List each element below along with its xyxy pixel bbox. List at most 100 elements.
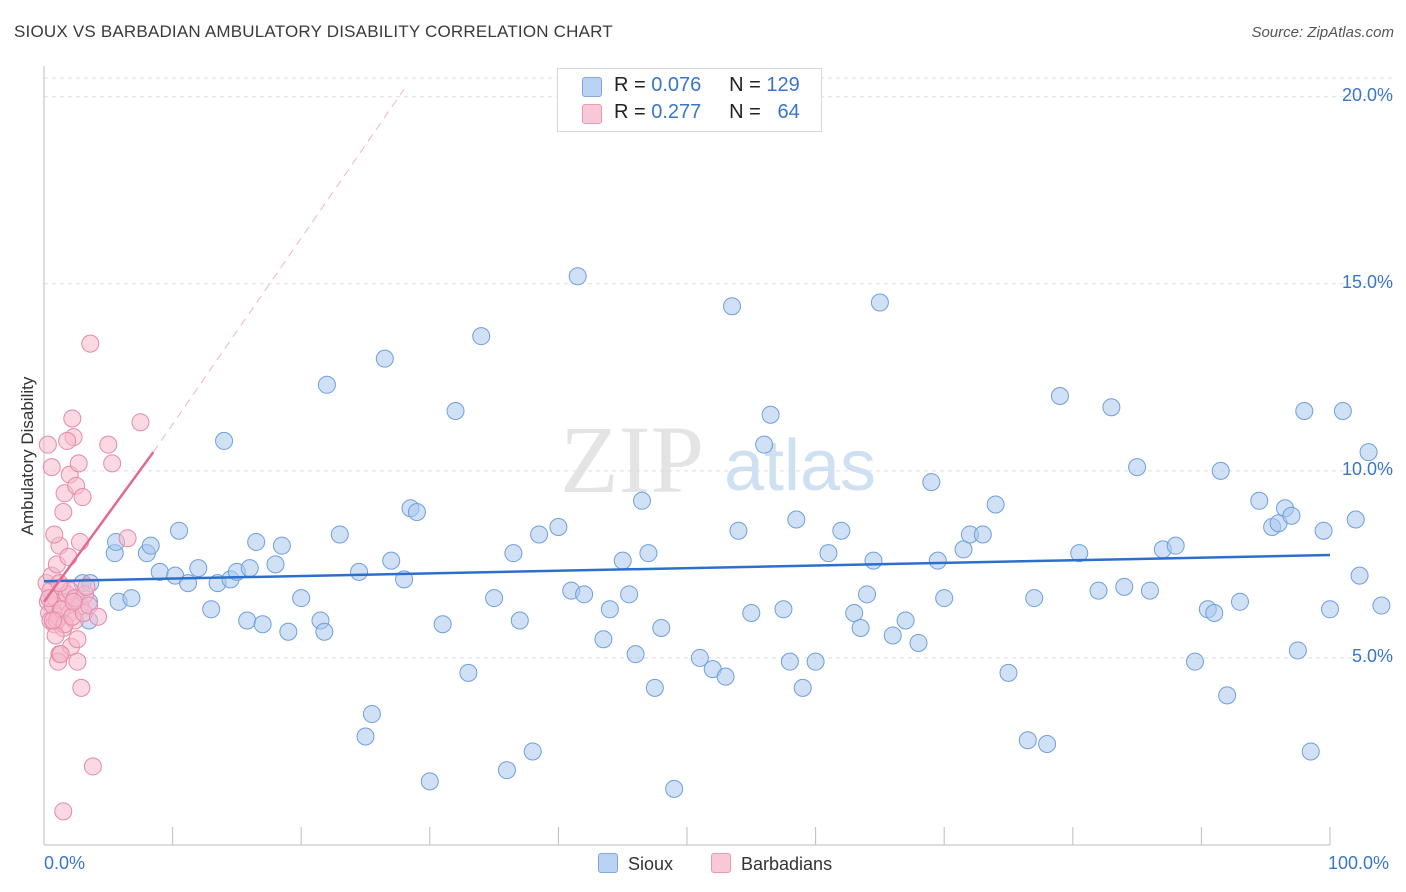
sioux-point-109	[1185, 652, 1204, 671]
sioux-point-44	[459, 663, 478, 682]
sioux-point-76	[787, 510, 806, 529]
sioux-point-86	[883, 626, 902, 645]
y-tick-label-5: 5.0%	[1351, 645, 1393, 666]
sioux-point-18	[215, 431, 234, 450]
sioux-point-124	[1321, 600, 1339, 619]
x-tick-label-max: 100.0%	[1328, 853, 1390, 873]
sioux-point-75	[780, 652, 799, 671]
sioux-point-65	[665, 779, 684, 798]
sioux-point-8	[122, 589, 141, 608]
sioux-point-98	[1025, 589, 1044, 608]
watermark-zip: ZIP	[560, 406, 704, 513]
sioux-point-60	[626, 645, 645, 664]
sioux-point-128	[1359, 443, 1378, 462]
sioux-point-81	[845, 604, 864, 623]
barbadians-point-63	[64, 592, 83, 611]
sioux-point-51	[530, 525, 549, 544]
y-tick-label-15: 15.0%	[1341, 271, 1393, 292]
sioux-point-21	[238, 611, 257, 630]
barbadians-point-45	[68, 630, 87, 649]
sioux-point-105	[1128, 458, 1147, 477]
sioux-point-47	[497, 761, 516, 780]
sioux-point-129	[1372, 596, 1391, 615]
sioux-point-28	[292, 589, 311, 608]
barbadians-point-34	[42, 458, 61, 477]
sioux-point-56	[594, 630, 613, 649]
barbadians-point-56	[118, 529, 137, 548]
barbadians-trend-extension	[152, 88, 405, 453]
sioux-point-120	[1288, 641, 1307, 660]
barbadians-point-31	[72, 678, 91, 697]
legend-item-barbadians: Barbadians	[711, 853, 832, 875]
barbadians-point-51	[81, 334, 100, 353]
sioux-point-27	[279, 622, 298, 641]
sioux-point-57	[600, 600, 619, 619]
sioux-point-88	[909, 633, 928, 652]
barbadians-point-57	[131, 413, 150, 432]
sioux-point-69	[723, 297, 742, 316]
watermark: ZIP atlas	[560, 406, 876, 513]
x-tick-label-min: 0.0%	[44, 853, 86, 873]
sioux-point-30	[315, 622, 334, 641]
sioux-legend-swatch	[598, 853, 618, 873]
y-tick-label-10: 10.0%	[1341, 458, 1393, 479]
sioux-point-77	[793, 678, 812, 697]
sioux-point-22	[240, 559, 259, 578]
source-label: Source: ZipAtlas.com	[1251, 24, 1394, 41]
barbadians-point-58	[46, 626, 65, 645]
sioux-point-31	[317, 375, 336, 394]
sioux-point-114	[1230, 592, 1249, 611]
sioux-point-94	[973, 525, 992, 544]
sioux-point-16	[202, 600, 221, 619]
sioux-point-36	[375, 349, 394, 368]
sioux-point-102	[1089, 581, 1108, 600]
sioux-point-113	[1218, 686, 1237, 705]
sioux-point-104	[1115, 577, 1134, 596]
barbadians-point-53	[89, 607, 108, 626]
chart-title: SIOUX VS BARBADIAN AMBULATORY DISABILITY…	[14, 22, 613, 41]
barbadians-point-54	[99, 435, 118, 454]
sioux-point-25	[266, 555, 285, 574]
sioux-point-37	[382, 551, 401, 570]
series-sioux	[67, 267, 1391, 798]
sioux-point-55	[575, 585, 594, 604]
sioux-point-71	[742, 604, 761, 623]
sioux-point-13	[170, 521, 189, 540]
barbadians-point-32	[73, 488, 92, 507]
barbadians-trend-line	[42, 451, 155, 603]
sioux-point-96	[999, 663, 1018, 682]
sioux-point-41	[420, 772, 439, 791]
barbadians-point-35	[45, 525, 64, 544]
sioux-point-123	[1314, 521, 1333, 540]
sioux-point-58	[613, 551, 632, 570]
sioux-point-26	[272, 536, 291, 555]
sioux-point-40	[407, 503, 426, 522]
sioux-point-61	[632, 491, 651, 510]
sioux-point-52	[549, 517, 568, 536]
sioux-point-23	[247, 532, 266, 551]
barbadians-point-33	[38, 435, 57, 454]
sioux-point-70	[729, 521, 748, 540]
sioux-point-34	[356, 727, 375, 746]
sioux-point-50	[523, 742, 542, 761]
sioux-point-85	[870, 293, 889, 312]
sioux-point-35	[362, 705, 381, 724]
n-value: 129	[766, 74, 800, 96]
sioux-point-49	[510, 611, 529, 630]
barbadians-point-16	[54, 503, 73, 522]
sioux-point-74	[774, 600, 793, 619]
sioux-point-97	[1018, 731, 1037, 750]
sioux-point-92	[954, 540, 973, 559]
r-label: R =	[614, 101, 646, 123]
barbadians-point-24	[63, 409, 82, 428]
sioux-point-95	[986, 495, 1005, 514]
sioux-point-126	[1346, 510, 1365, 529]
sioux-point-90	[928, 551, 947, 570]
barbadians-point-28	[68, 652, 87, 671]
sioux-point-79	[819, 544, 838, 563]
legend-text-sioux: R = 0.076 N = 129	[614, 74, 800, 97]
sioux-point-24	[253, 615, 272, 634]
sioux-point-112	[1211, 461, 1230, 480]
sioux-point-121	[1295, 401, 1314, 420]
sioux-point-73	[761, 405, 780, 424]
